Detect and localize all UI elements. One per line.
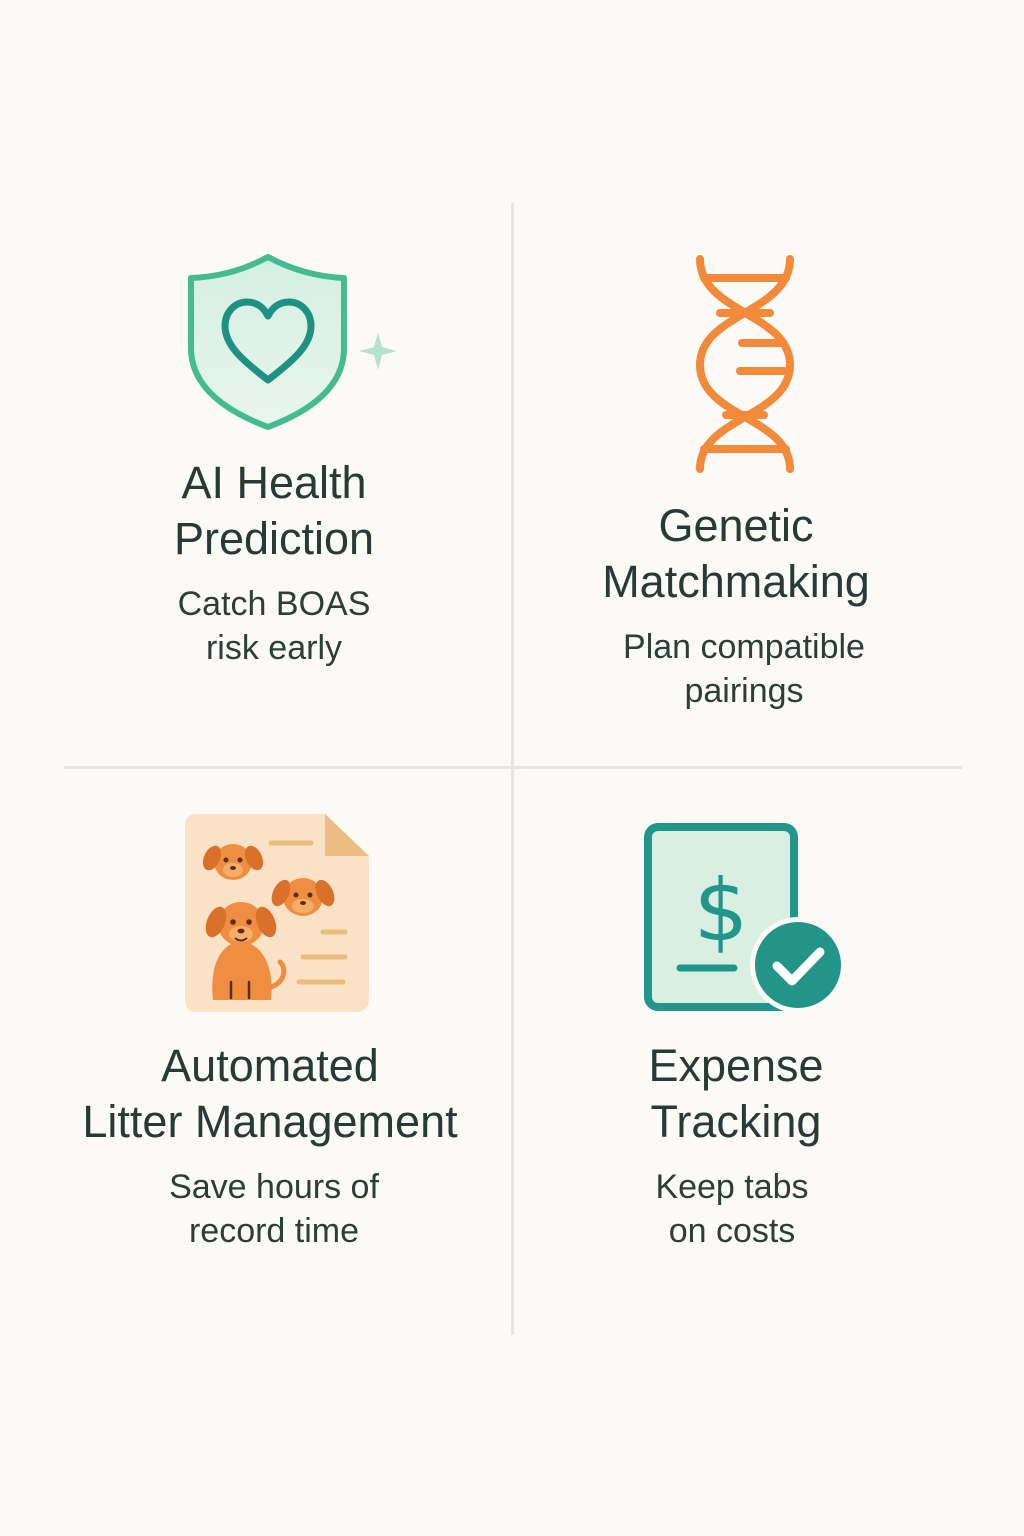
shield-heart-icon — [188, 254, 397, 430]
feature-title: Genetic Matchmaking — [602, 500, 870, 607]
svg-text:$: $ — [694, 861, 749, 961]
feature-description: Keep tabs on costs — [655, 1168, 809, 1250]
dna-icon — [695, 255, 795, 473]
vertical-divider — [511, 203, 514, 1335]
horizontal-divider — [64, 766, 962, 769]
feature-description: Catch BOAS risk early — [177, 585, 371, 667]
feature-title: Expense Tracking — [648, 1040, 824, 1147]
expense-receipt-check-icon: $ — [644, 823, 846, 1013]
feature-title: AI Health Prediction — [173, 457, 375, 564]
feature-description: Plan compatible pairings — [623, 628, 865, 710]
puppy-document-icon — [185, 814, 369, 1012]
feature-title: Automated Litter Management — [82, 1040, 458, 1147]
feature-description: Save hours of record time — [169, 1168, 379, 1250]
